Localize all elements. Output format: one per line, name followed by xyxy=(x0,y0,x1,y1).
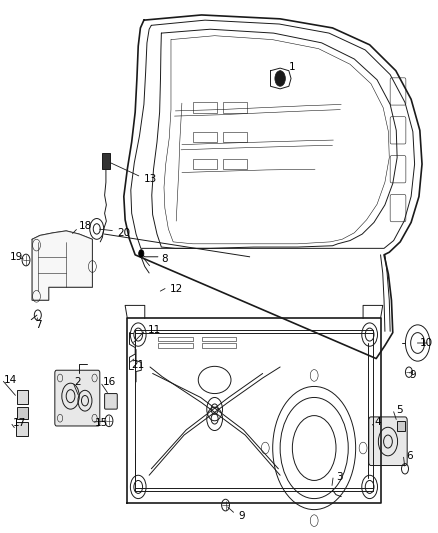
Circle shape xyxy=(275,71,286,86)
Bar xyxy=(397,422,405,431)
Text: 16: 16 xyxy=(103,377,117,387)
Text: 4: 4 xyxy=(374,417,381,427)
Text: 9: 9 xyxy=(239,511,245,521)
Polygon shape xyxy=(32,231,92,300)
Text: 3: 3 xyxy=(336,472,343,482)
Text: 17: 17 xyxy=(13,418,26,429)
Text: 2: 2 xyxy=(74,377,81,387)
Circle shape xyxy=(139,249,144,257)
Text: 9: 9 xyxy=(409,370,416,380)
Bar xyxy=(201,343,237,348)
FancyBboxPatch shape xyxy=(55,370,100,426)
FancyBboxPatch shape xyxy=(105,393,117,409)
Bar xyxy=(193,102,217,113)
Text: 21: 21 xyxy=(131,360,144,370)
Text: 7: 7 xyxy=(35,320,41,330)
Bar xyxy=(223,102,247,113)
Bar xyxy=(102,153,110,169)
Bar xyxy=(193,132,217,142)
Text: 10: 10 xyxy=(420,338,433,348)
Text: 5: 5 xyxy=(396,406,403,415)
Text: 11: 11 xyxy=(148,325,162,335)
Bar xyxy=(17,390,28,404)
Text: 12: 12 xyxy=(170,284,184,294)
Bar xyxy=(223,132,247,142)
Bar xyxy=(158,343,193,348)
Text: 20: 20 xyxy=(118,228,131,238)
Bar xyxy=(16,422,28,437)
FancyBboxPatch shape xyxy=(369,417,407,465)
Bar xyxy=(17,407,28,419)
Bar xyxy=(223,159,247,169)
Text: 15: 15 xyxy=(95,418,108,429)
Bar xyxy=(201,336,237,341)
Text: 19: 19 xyxy=(10,252,23,262)
Text: 8: 8 xyxy=(161,254,168,264)
Text: 1: 1 xyxy=(289,62,296,72)
Text: 18: 18 xyxy=(79,221,92,231)
Text: 6: 6 xyxy=(407,451,413,461)
Bar xyxy=(193,159,217,169)
Text: 14: 14 xyxy=(4,375,18,385)
Bar xyxy=(158,336,193,341)
Text: 13: 13 xyxy=(144,174,157,184)
